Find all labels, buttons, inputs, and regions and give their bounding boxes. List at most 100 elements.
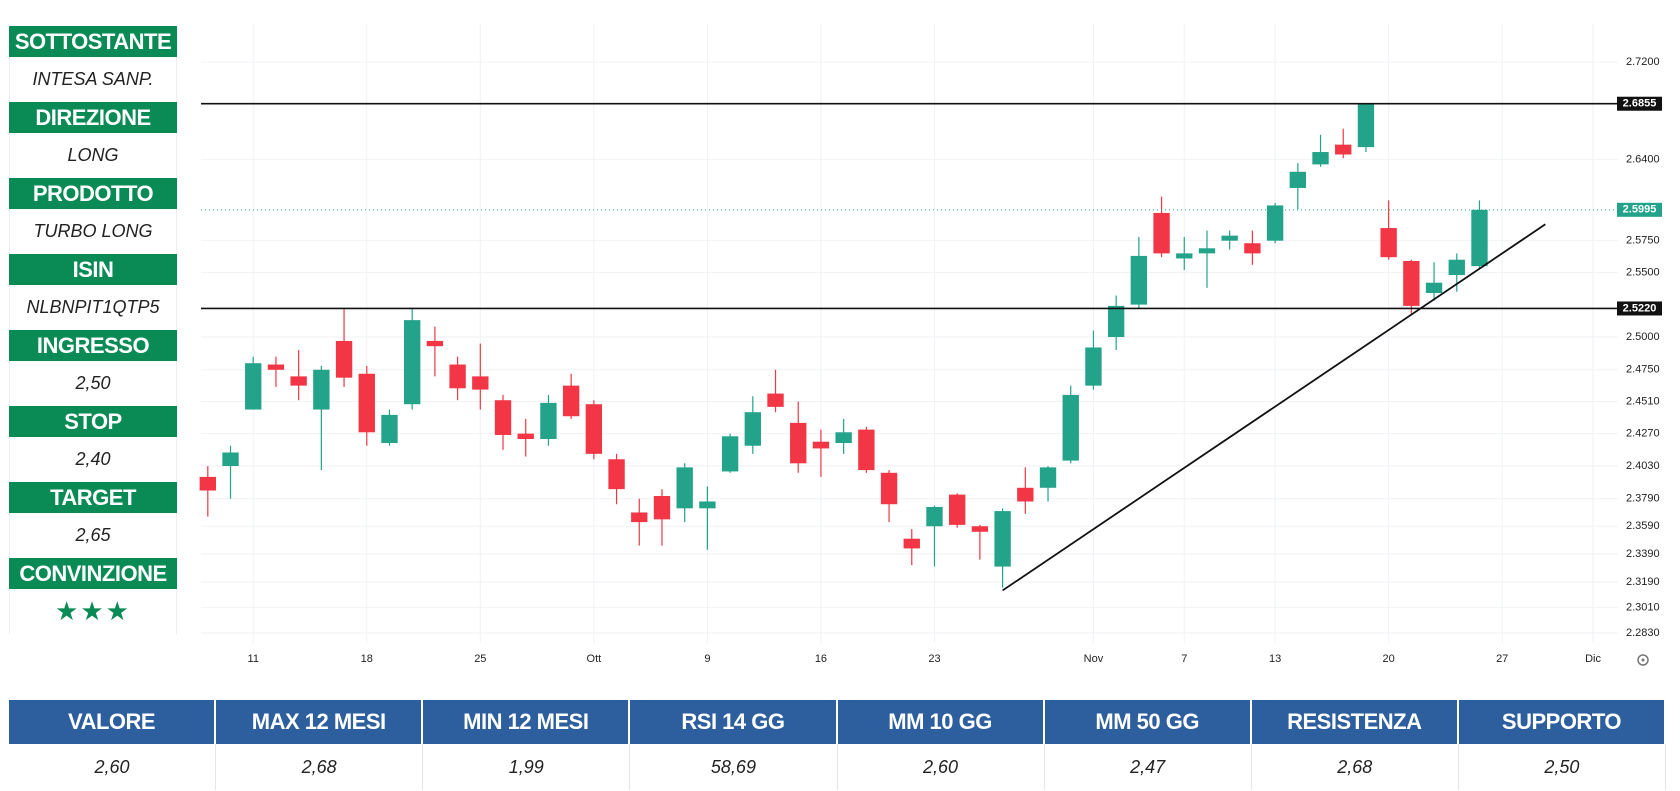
x-tick-label: 13 [1269, 653, 1281, 665]
candle-body [903, 538, 920, 549]
candle-body [222, 452, 239, 467]
candle-body [245, 363, 262, 410]
candle-body [1471, 209, 1488, 267]
table-value: 58,69 [630, 744, 838, 790]
x-tick-label: Nov [1084, 653, 1104, 665]
candle-body [1448, 259, 1465, 276]
candle-body [790, 422, 807, 464]
x-tick-label: 20 [1383, 653, 1395, 665]
candle-body [290, 376, 307, 386]
candle-body [1244, 243, 1261, 254]
y-tick-label: 2.5000 [1626, 331, 1660, 343]
panel-value: 2,40 [9, 437, 177, 482]
level-label: 2.5220 [1623, 302, 1657, 314]
candle-body [381, 414, 398, 444]
level-label: 2.6855 [1623, 98, 1657, 110]
x-tick-label: 9 [704, 653, 710, 665]
panel-value: INTESA SANP. [9, 57, 177, 102]
candle-body [1198, 248, 1216, 254]
candle-body [1312, 152, 1329, 165]
settings-icon [1637, 654, 1649, 666]
panel-value: ★★★ [9, 589, 177, 634]
candle-body [721, 436, 739, 472]
candle-body [812, 441, 830, 449]
x-tick-label: 27 [1496, 653, 1508, 665]
candle-body [767, 393, 784, 407]
candle-body [1357, 103, 1375, 148]
y-tick-label: 2.3790 [1626, 493, 1660, 505]
panel-label: CONVINZIONE [9, 558, 177, 589]
candle-body [1425, 282, 1443, 293]
table-header: MIN 12 MESI [423, 700, 631, 744]
y-tick-label: 2.3390 [1626, 548, 1660, 560]
candle-body [835, 432, 852, 444]
candle-body [517, 433, 534, 440]
candle-body [1039, 467, 1057, 488]
candle-body [926, 506, 943, 527]
candle-body [199, 476, 216, 491]
level-badge [1617, 202, 1662, 217]
y-tick-label: 2.4270 [1626, 428, 1660, 440]
y-tick-label: 2.6400 [1626, 153, 1660, 165]
table-value: 2,68 [1252, 744, 1459, 790]
table-value: 1,99 [423, 744, 631, 790]
candle-body [267, 364, 285, 370]
candle-body [631, 512, 648, 523]
candle-body [335, 340, 353, 378]
y-tick-label: 2.4030 [1626, 460, 1660, 472]
y-tick-label: 2.4750 [1626, 364, 1660, 376]
candle-body [449, 364, 466, 389]
stats-table: VALORE MAX 12 MESI MIN 12 MESI RSI 14 GG MM … [9, 700, 1666, 790]
trendline [1002, 223, 1546, 592]
candle-body [1176, 253, 1193, 259]
table-header: RESISTENZA [1251, 700, 1459, 744]
table-header: VALORE [9, 700, 217, 744]
table-value: 2,68 [216, 744, 424, 790]
table-value: 2,47 [1045, 744, 1252, 790]
table-value: 2,60 [838, 744, 1045, 790]
candle-body [1335, 144, 1352, 155]
panel-value: 2,50 [9, 361, 177, 406]
y-tick-label: 2.5750 [1626, 235, 1660, 247]
x-tick-label: Ott [587, 653, 602, 665]
panel-value: 2,65 [9, 513, 177, 558]
x-tick-label: 18 [361, 653, 373, 665]
candle-body [1266, 205, 1284, 241]
candle-body [1380, 228, 1397, 258]
candle-body [676, 467, 693, 509]
table-header: SUPPORTO [1458, 700, 1666, 744]
table-value: 2,60 [9, 744, 217, 790]
candle-body [1062, 394, 1079, 461]
candle-body [971, 526, 989, 532]
candle-body [1017, 487, 1034, 502]
candle-body [358, 373, 375, 433]
candle-body [949, 494, 966, 525]
panel-label: DIREZIONE [9, 102, 177, 133]
candle-body [585, 404, 603, 454]
candle-body [494, 400, 512, 435]
table-header: RSI 14 GG [630, 700, 838, 744]
candle-body [562, 385, 580, 417]
level-badge [1617, 301, 1662, 316]
x-tick-label: 25 [474, 653, 486, 665]
panel-value: NLBNPIT1QTP5 [9, 285, 177, 330]
panel-label: TARGET [9, 482, 177, 513]
trade-panel: SOTTOSTANTE INTESA SANP. DIREZIONE LONG PROD… [9, 26, 177, 634]
panel-label: INGRESSO [9, 330, 177, 361]
y-tick-label: 2.4510 [1626, 395, 1660, 407]
level-label: 2.5995 [1623, 204, 1657, 216]
x-tick-label: 23 [928, 653, 940, 665]
candle-body [426, 340, 444, 347]
candle-body [994, 511, 1011, 567]
candle-body [1221, 235, 1238, 241]
candle-body [653, 495, 671, 520]
candle-body [699, 501, 716, 509]
panel-value: TURBO LONG [9, 209, 177, 254]
table-header: MM 10 GG [837, 700, 1045, 744]
level-badge [1617, 96, 1662, 111]
candle-body [1153, 212, 1170, 254]
x-tick-label: 16 [815, 653, 827, 665]
candle-body [540, 402, 557, 440]
candle-body [858, 429, 875, 471]
table-header: MM 50 GG [1044, 700, 1252, 744]
